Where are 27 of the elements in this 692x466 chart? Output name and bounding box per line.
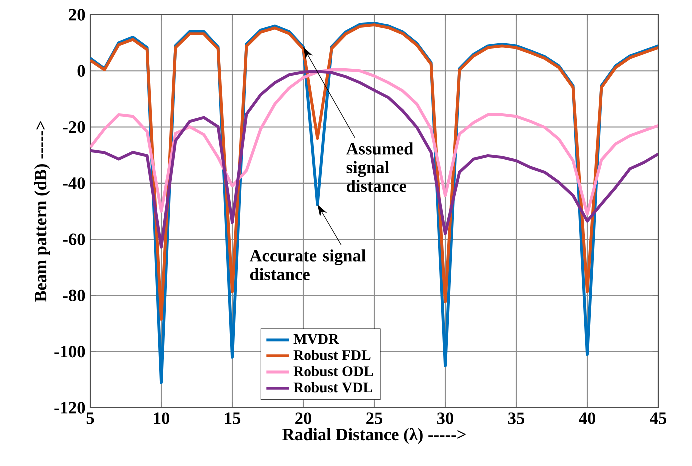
x-tick-label: 30 xyxy=(437,412,454,424)
x-tick-label: 35 xyxy=(508,412,525,424)
y-tick-label: -20 xyxy=(63,121,86,134)
y-tick-label: -80 xyxy=(63,290,86,302)
y-tick-label: -120 xyxy=(54,402,86,414)
annotation: Accurate signal distance xyxy=(250,250,366,280)
line-series xyxy=(90,70,658,249)
y-tick-label: -60 xyxy=(63,234,86,246)
x-tick-label: 25 xyxy=(366,412,383,424)
x-tick-label: 15 xyxy=(225,412,241,424)
legend-label: Robust VDL xyxy=(294,382,372,393)
x-tick-label: 5 xyxy=(86,412,94,424)
x-tick-label: 10 xyxy=(154,412,170,424)
legend-label: Robust FDL xyxy=(294,350,371,360)
x-tick-label: 20 xyxy=(296,412,312,424)
x-tick-label: 40 xyxy=(579,412,596,424)
y-axis-title: Beam pattern (dB) -----> xyxy=(34,122,50,302)
x-axis-title: Radial Distance (λ) -----> xyxy=(282,428,466,444)
y-tick-label: -40 xyxy=(63,178,86,190)
legend-label: MVDR xyxy=(294,334,340,344)
x-tick-label: 45 xyxy=(650,412,667,424)
y-tick-label: -100 xyxy=(54,346,86,358)
annotation: Assumed signal distance xyxy=(346,142,414,192)
legend-label: Robust ODL xyxy=(294,366,374,377)
line-series xyxy=(90,68,658,216)
y-tick-label: 20 xyxy=(69,9,86,21)
y-tick-label: 0 xyxy=(78,65,86,77)
